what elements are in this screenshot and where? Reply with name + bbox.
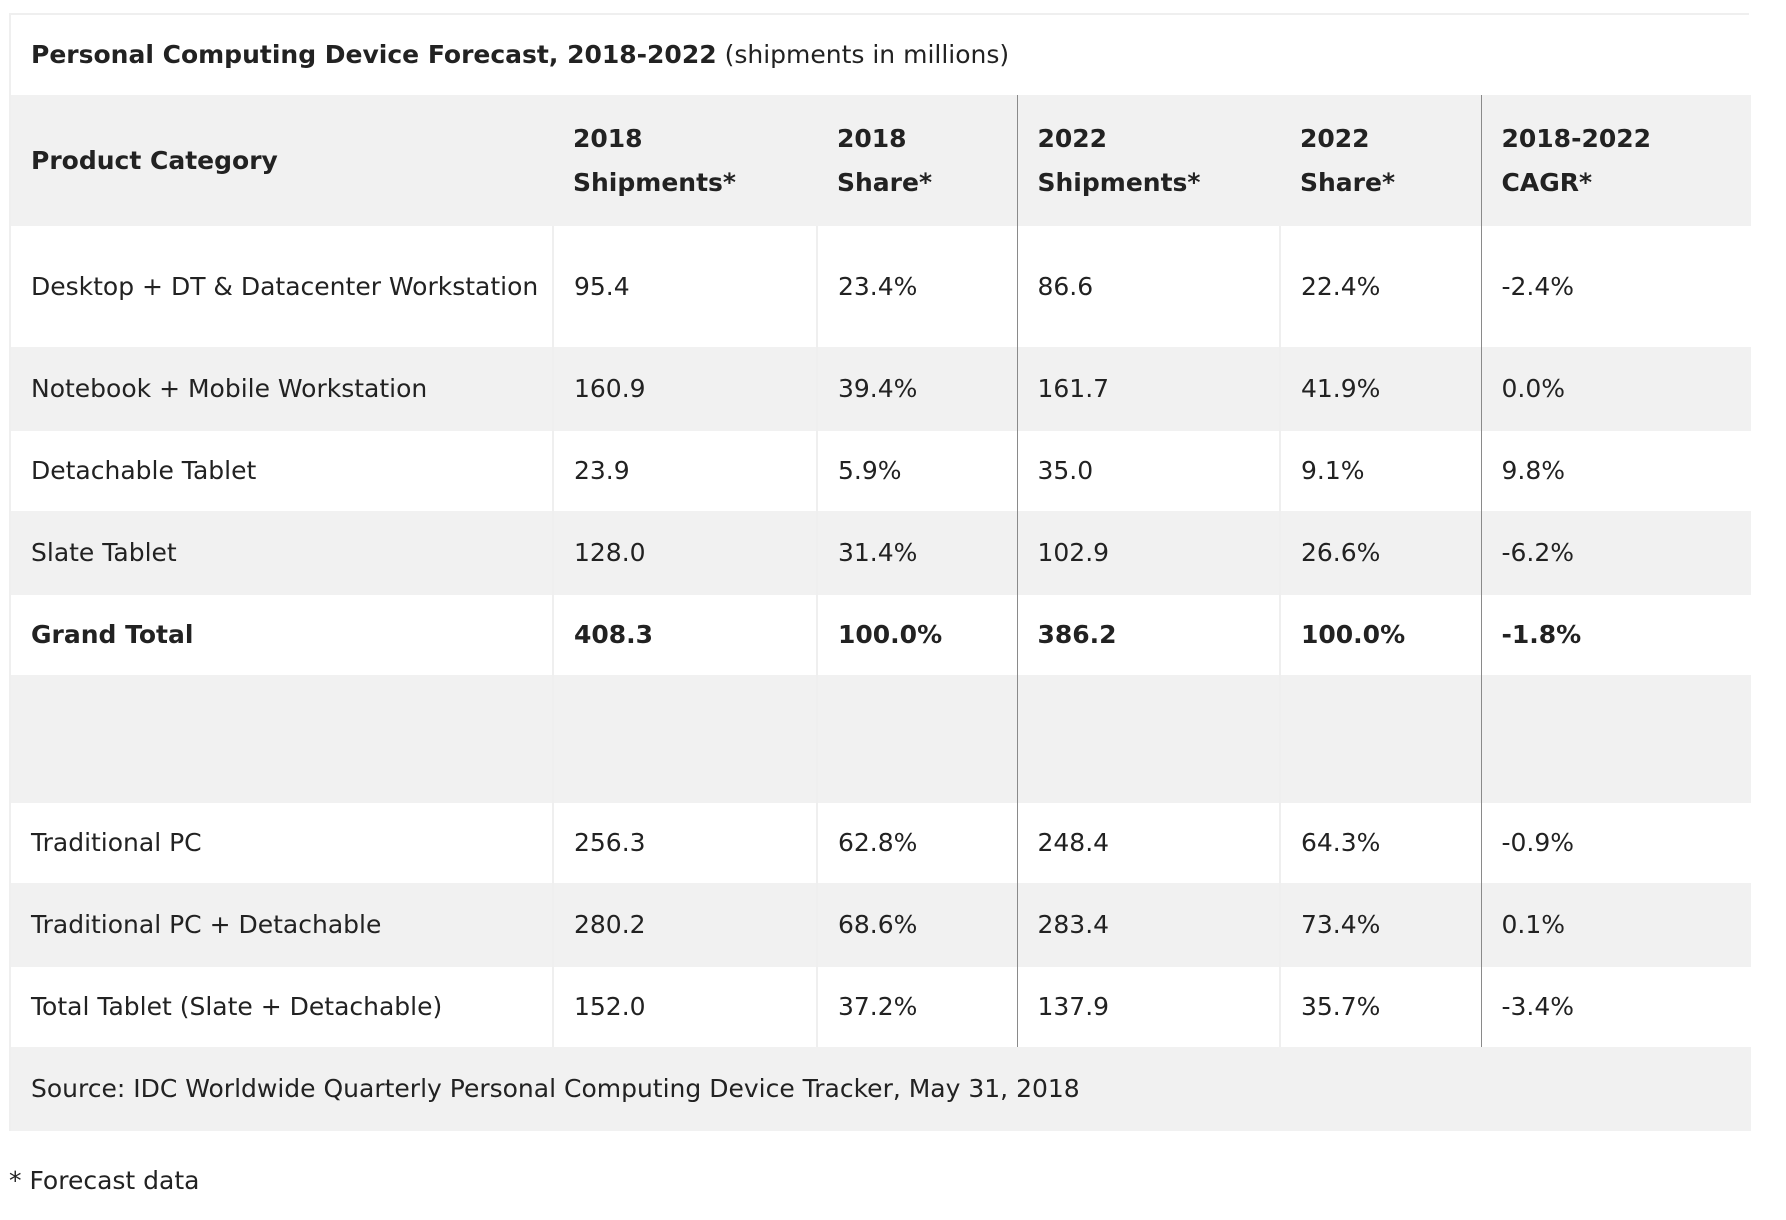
share-2022-cell: 22.4% — [1279, 226, 1481, 347]
share-2022-cell: 41.9% — [1279, 347, 1481, 431]
column-header-2022-share: 2022 Share* — [1280, 95, 1481, 226]
share-2022-cell: 26.6% — [1279, 511, 1481, 595]
shipments-2022-cell: 102.9 — [1016, 511, 1280, 595]
shipments-2018-cell — [552, 675, 817, 803]
cagr-cell: 0.0% — [1480, 347, 1751, 431]
table-title-units: (shipments in millions) — [716, 40, 1010, 69]
cagr-cell: -3.4% — [1480, 967, 1751, 1047]
category-cell: Notebook + Mobile Workstation — [11, 347, 553, 431]
cagr-cell: 9.8% — [1480, 431, 1751, 511]
share-2018-cell: 39.4% — [816, 347, 1017, 431]
category-cell: Traditional PC — [11, 803, 553, 883]
table-row: Slate Tablet 128.0 31.4% 102.9 26.6% -6.2% — [11, 511, 1751, 595]
table-title: Personal Computing Device Forecast, 2018… — [11, 15, 1751, 95]
forecast-table-container: Personal Computing Device Forecast, 2018… — [9, 13, 1751, 1131]
source-row: Source: IDC Worldwide Quarterly Personal… — [11, 1047, 1751, 1131]
source-note: Source: IDC Worldwide Quarterly Personal… — [11, 1047, 1751, 1131]
table-header-row: Product Category 2018 Shipments* 2018 Shar… — [11, 95, 1751, 226]
shipments-2018-cell: 256.3 — [552, 803, 817, 883]
shipments-2022-cell: 161.7 — [1016, 347, 1280, 431]
category-cell — [11, 675, 553, 803]
table-row: Notebook + Mobile Workstation 160.9 39.4% 1… — [11, 347, 1751, 431]
shipments-2018-cell: 408.3 — [552, 595, 817, 675]
table-row: Traditional PC + Detachable 280.2 68.6% 283… — [11, 883, 1751, 967]
share-2022-cell: 64.3% — [1279, 803, 1481, 883]
share-2018-cell: 62.8% — [816, 803, 1017, 883]
column-header-2022-shipments: 2022 Shipments* — [1016, 95, 1280, 226]
grand-total-row: Grand Total 408.3 100.0% 386.2 100.0% -1.8% — [11, 595, 1751, 675]
share-2018-cell: 5.9% — [816, 431, 1017, 511]
column-header-product-category: Product Category — [11, 95, 553, 226]
cagr-cell — [1480, 675, 1751, 803]
table-title-main: Personal Computing Device Forecast, 2018… — [31, 40, 717, 69]
share-2018-cell: 68.6% — [816, 883, 1017, 967]
shipments-2018-cell: 160.9 — [552, 347, 817, 431]
category-cell: Total Tablet (Slate + Detachable) — [11, 967, 553, 1047]
shipments-2022-cell: 86.6 — [1016, 226, 1280, 347]
share-2022-cell: 9.1% — [1279, 431, 1481, 511]
column-header-2018-share: 2018 Share* — [817, 95, 1017, 226]
category-cell: Grand Total — [11, 595, 553, 675]
forecast-table: Personal Computing Device Forecast, 2018… — [11, 15, 1751, 1131]
cagr-cell: -0.9% — [1480, 803, 1751, 883]
share-2022-cell: 35.7% — [1279, 967, 1481, 1047]
shipments-2022-cell: 35.0 — [1016, 431, 1280, 511]
cagr-cell: -1.8% — [1480, 595, 1751, 675]
shipments-2018-cell: 152.0 — [552, 967, 817, 1047]
category-cell: Traditional PC + Detachable — [11, 883, 553, 967]
share-2022-cell: 100.0% — [1279, 595, 1481, 675]
column-header-2018-shipments: 2018 Shipments* — [553, 95, 817, 226]
share-2018-cell: 37.2% — [816, 967, 1017, 1047]
share-2018-cell — [816, 675, 1017, 803]
shipments-2018-cell: 280.2 — [552, 883, 817, 967]
share-2022-cell: 73.4% — [1279, 883, 1481, 967]
shipments-2022-cell: 137.9 — [1016, 967, 1280, 1047]
column-header-cagr: 2018-2022 CAGR* — [1480, 95, 1751, 226]
share-2018-cell: 23.4% — [816, 226, 1017, 347]
shipments-2018-cell: 95.4 — [552, 226, 817, 347]
table-row: Detachable Tablet 23.9 5.9% 35.0 9.1% 9.8% — [11, 431, 1751, 511]
forecast-footnote: * Forecast data — [9, 1166, 200, 1195]
category-cell: Detachable Tablet — [11, 431, 553, 511]
cagr-cell: -2.4% — [1480, 226, 1751, 347]
category-cell: Desktop + DT & Datacenter Workstation — [11, 226, 553, 347]
share-2018-cell: 100.0% — [816, 595, 1017, 675]
category-cell: Slate Tablet — [11, 511, 553, 595]
spacer-row — [11, 675, 1751, 803]
table-title-row: Personal Computing Device Forecast, 2018… — [11, 15, 1751, 95]
cagr-cell: 0.1% — [1480, 883, 1751, 967]
shipments-2022-cell: 248.4 — [1016, 803, 1280, 883]
shipments-2022-cell: 386.2 — [1016, 595, 1280, 675]
shipments-2018-cell: 128.0 — [552, 511, 817, 595]
share-2018-cell: 31.4% — [816, 511, 1017, 595]
table-row: Total Tablet (Slate + Detachable) 152.0 37… — [11, 967, 1751, 1047]
table-row: Traditional PC 256.3 62.8% 248.4 64.3% -0.9% — [11, 803, 1751, 883]
share-2022-cell — [1279, 675, 1481, 803]
shipments-2022-cell: 283.4 — [1016, 883, 1280, 967]
table-row: Desktop + DT & Datacenter Workstation 95.… — [11, 226, 1751, 347]
shipments-2018-cell: 23.9 — [552, 431, 817, 511]
cagr-cell: -6.2% — [1480, 511, 1751, 595]
shipments-2022-cell — [1016, 675, 1280, 803]
